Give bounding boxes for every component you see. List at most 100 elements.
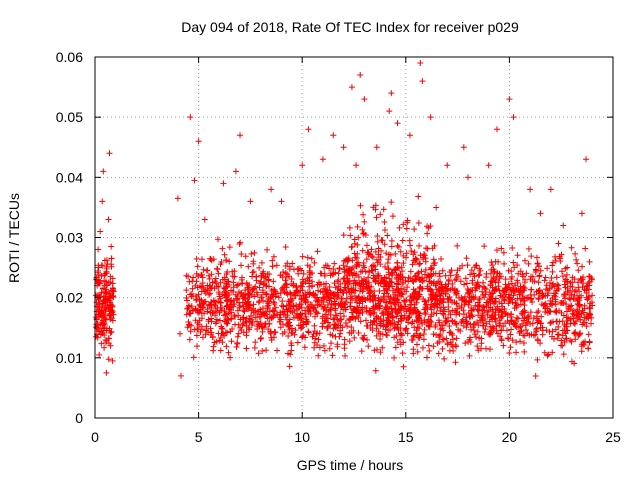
data-point [357,282,364,289]
data-point [100,285,107,292]
data-point [336,333,343,340]
data-point [341,275,348,282]
data-point [572,250,579,257]
data-point [94,268,101,275]
data-point [397,325,404,332]
data-point [403,250,410,257]
data-point [589,302,596,309]
data-point [321,270,328,277]
x-tick-label: 0 [91,429,99,445]
data-point [256,280,263,287]
data-point [215,270,222,277]
data-point [362,278,369,285]
data-point [445,304,452,311]
data-point [359,247,366,254]
data-point [311,322,318,329]
data-point [305,126,312,133]
data-point [384,287,391,294]
data-point [482,326,489,333]
x-tick-label: 15 [398,429,414,445]
data-point [491,287,498,294]
data-point [571,296,578,303]
data-point [361,332,368,339]
data-point [454,242,461,249]
data-point [560,312,567,319]
data-point [404,284,411,291]
data-point [217,304,224,311]
data-point [337,287,344,294]
data-point [216,293,223,300]
data-point [405,278,412,285]
data-point [364,249,371,256]
data-point [574,314,581,321]
data-point [372,367,379,374]
data-point [498,245,505,252]
data-point [194,343,201,350]
data-point [589,292,596,299]
data-point [578,343,585,350]
data-point [580,280,587,287]
data-point [535,279,542,286]
data-point [528,273,535,280]
data-point [525,245,532,252]
data-point [304,289,311,296]
data-point [102,307,109,314]
data-point [245,284,252,291]
data-point [584,296,591,303]
data-point [536,290,543,297]
data-point [394,242,401,249]
data-point [201,216,208,223]
data-point [357,296,364,303]
data-point [228,338,235,345]
data-point [537,340,544,347]
data-point [451,287,458,294]
data-point [278,285,285,292]
y-tick-label: 0.01 [56,350,83,366]
data-point [334,278,341,285]
data-point [403,325,410,332]
data-point [106,291,113,298]
data-point [184,324,191,331]
data-point [224,315,231,322]
data-point [560,292,567,299]
data-point [315,352,322,359]
data-point [519,320,526,327]
data-point [492,306,499,313]
data-point [250,258,257,265]
data-point [380,283,387,290]
data-point [223,320,230,327]
y-tick-label: 0.03 [56,230,83,246]
data-point [377,316,384,323]
data-point [375,280,382,287]
data-point [557,258,564,265]
data-point [537,210,544,217]
data-point [375,251,382,258]
data-point [261,321,268,328]
data-point [214,236,221,243]
data-point [443,318,450,325]
data-point [102,290,109,297]
data-point [243,329,250,336]
data-point [538,313,545,320]
data-point [304,254,311,261]
data-point [286,326,293,333]
data-point [230,288,237,295]
data-point [491,316,498,323]
data-point [391,307,398,314]
data-point [572,336,579,343]
data-point [288,325,295,332]
data-point [397,315,404,322]
data-point [493,126,500,133]
data-point [277,318,284,325]
data-point [350,280,357,287]
data-point [227,301,234,308]
data-point [575,279,582,286]
data-point [490,300,497,307]
data-point [176,330,183,337]
data-point [273,311,280,318]
data-point [326,265,333,272]
data-point [377,349,384,356]
data-point [426,278,433,285]
data-point [407,293,414,300]
data-point [566,295,573,302]
